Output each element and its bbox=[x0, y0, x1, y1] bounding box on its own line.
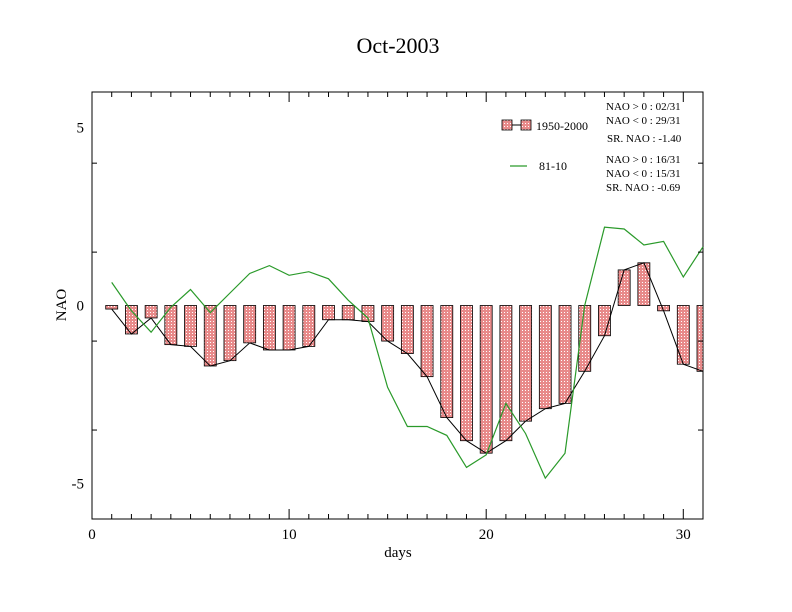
chart-title: Oct-2003 bbox=[356, 33, 439, 58]
x-tick-label-0: 0 bbox=[88, 527, 96, 543]
bar-day-30 bbox=[676, 305, 690, 365]
x-tick-label-30: 30 bbox=[676, 527, 691, 543]
bar-day-20 bbox=[479, 305, 493, 454]
bar-day-9 bbox=[262, 305, 276, 351]
bar-day-24 bbox=[558, 305, 572, 404]
bar-day-2 bbox=[125, 305, 138, 335]
bar-day-3 bbox=[144, 305, 158, 319]
bar-day-8 bbox=[243, 305, 257, 344]
stat-8110-nao-negative: NAO < 0 : 15/31 bbox=[606, 168, 681, 180]
bar-day-7 bbox=[223, 305, 237, 362]
bar-day-22 bbox=[519, 305, 533, 422]
y-tick-label-0: 5 bbox=[77, 121, 85, 137]
bar-day-21 bbox=[499, 305, 513, 442]
legend: 1950-2000 81-10 NAO > 0 : 02/31 NAO < 0 … bbox=[501, 101, 682, 194]
bar-day-13 bbox=[341, 305, 355, 321]
bar-day-1 bbox=[105, 305, 119, 310]
bar-series-connector-line bbox=[111, 262, 704, 454]
bar-day-5 bbox=[184, 305, 197, 347]
bar-day-19 bbox=[460, 305, 473, 442]
y-tick-label-1: 0 bbox=[77, 299, 85, 315]
stat-1950-sr-nao: SR. NAO : -1.40 bbox=[607, 133, 682, 145]
bar-day-16 bbox=[400, 305, 414, 354]
bar-series bbox=[105, 262, 704, 454]
bar-day-10 bbox=[282, 305, 296, 351]
x-tick-label-20: 20 bbox=[479, 527, 494, 543]
bar-day-6 bbox=[203, 305, 217, 367]
legend-label-81-10: 81-10 bbox=[539, 159, 567, 173]
legend-bar-swatch-right bbox=[520, 119, 532, 131]
bar-day-15 bbox=[381, 305, 395, 342]
bar-day-12 bbox=[322, 305, 335, 321]
x-tick-label-10: 10 bbox=[282, 527, 297, 543]
y-axis-label: NAO bbox=[54, 289, 70, 322]
line-series bbox=[111, 226, 704, 480]
bar-day-17 bbox=[420, 305, 434, 378]
legend-bar-swatch-left bbox=[501, 119, 513, 131]
y-tick-label-2: -5 bbox=[72, 476, 85, 492]
stat-8110-sr-nao: SR. NAO : -0.69 bbox=[606, 182, 681, 194]
stat-1950-nao-negative: NAO < 0 : 29/31 bbox=[606, 115, 681, 127]
stat-8110-nao-positive: NAO > 0 : 16/31 bbox=[606, 154, 681, 166]
bar-day-27 bbox=[617, 269, 631, 306]
bar-day-31 bbox=[696, 305, 704, 372]
bar-day-18 bbox=[440, 305, 454, 418]
line-series-81-10 bbox=[111, 226, 704, 480]
x-axis-label: days bbox=[384, 545, 412, 561]
bar-day-28 bbox=[637, 262, 651, 306]
bar-day-23 bbox=[538, 305, 552, 410]
stat-1950-nao-positive: NAO > 0 : 02/31 bbox=[606, 101, 681, 113]
axis-ticks: 0 10 20 30 5 0 -5 bbox=[72, 92, 704, 543]
legend-label-1950-2000: 1950-2000 bbox=[536, 119, 588, 133]
